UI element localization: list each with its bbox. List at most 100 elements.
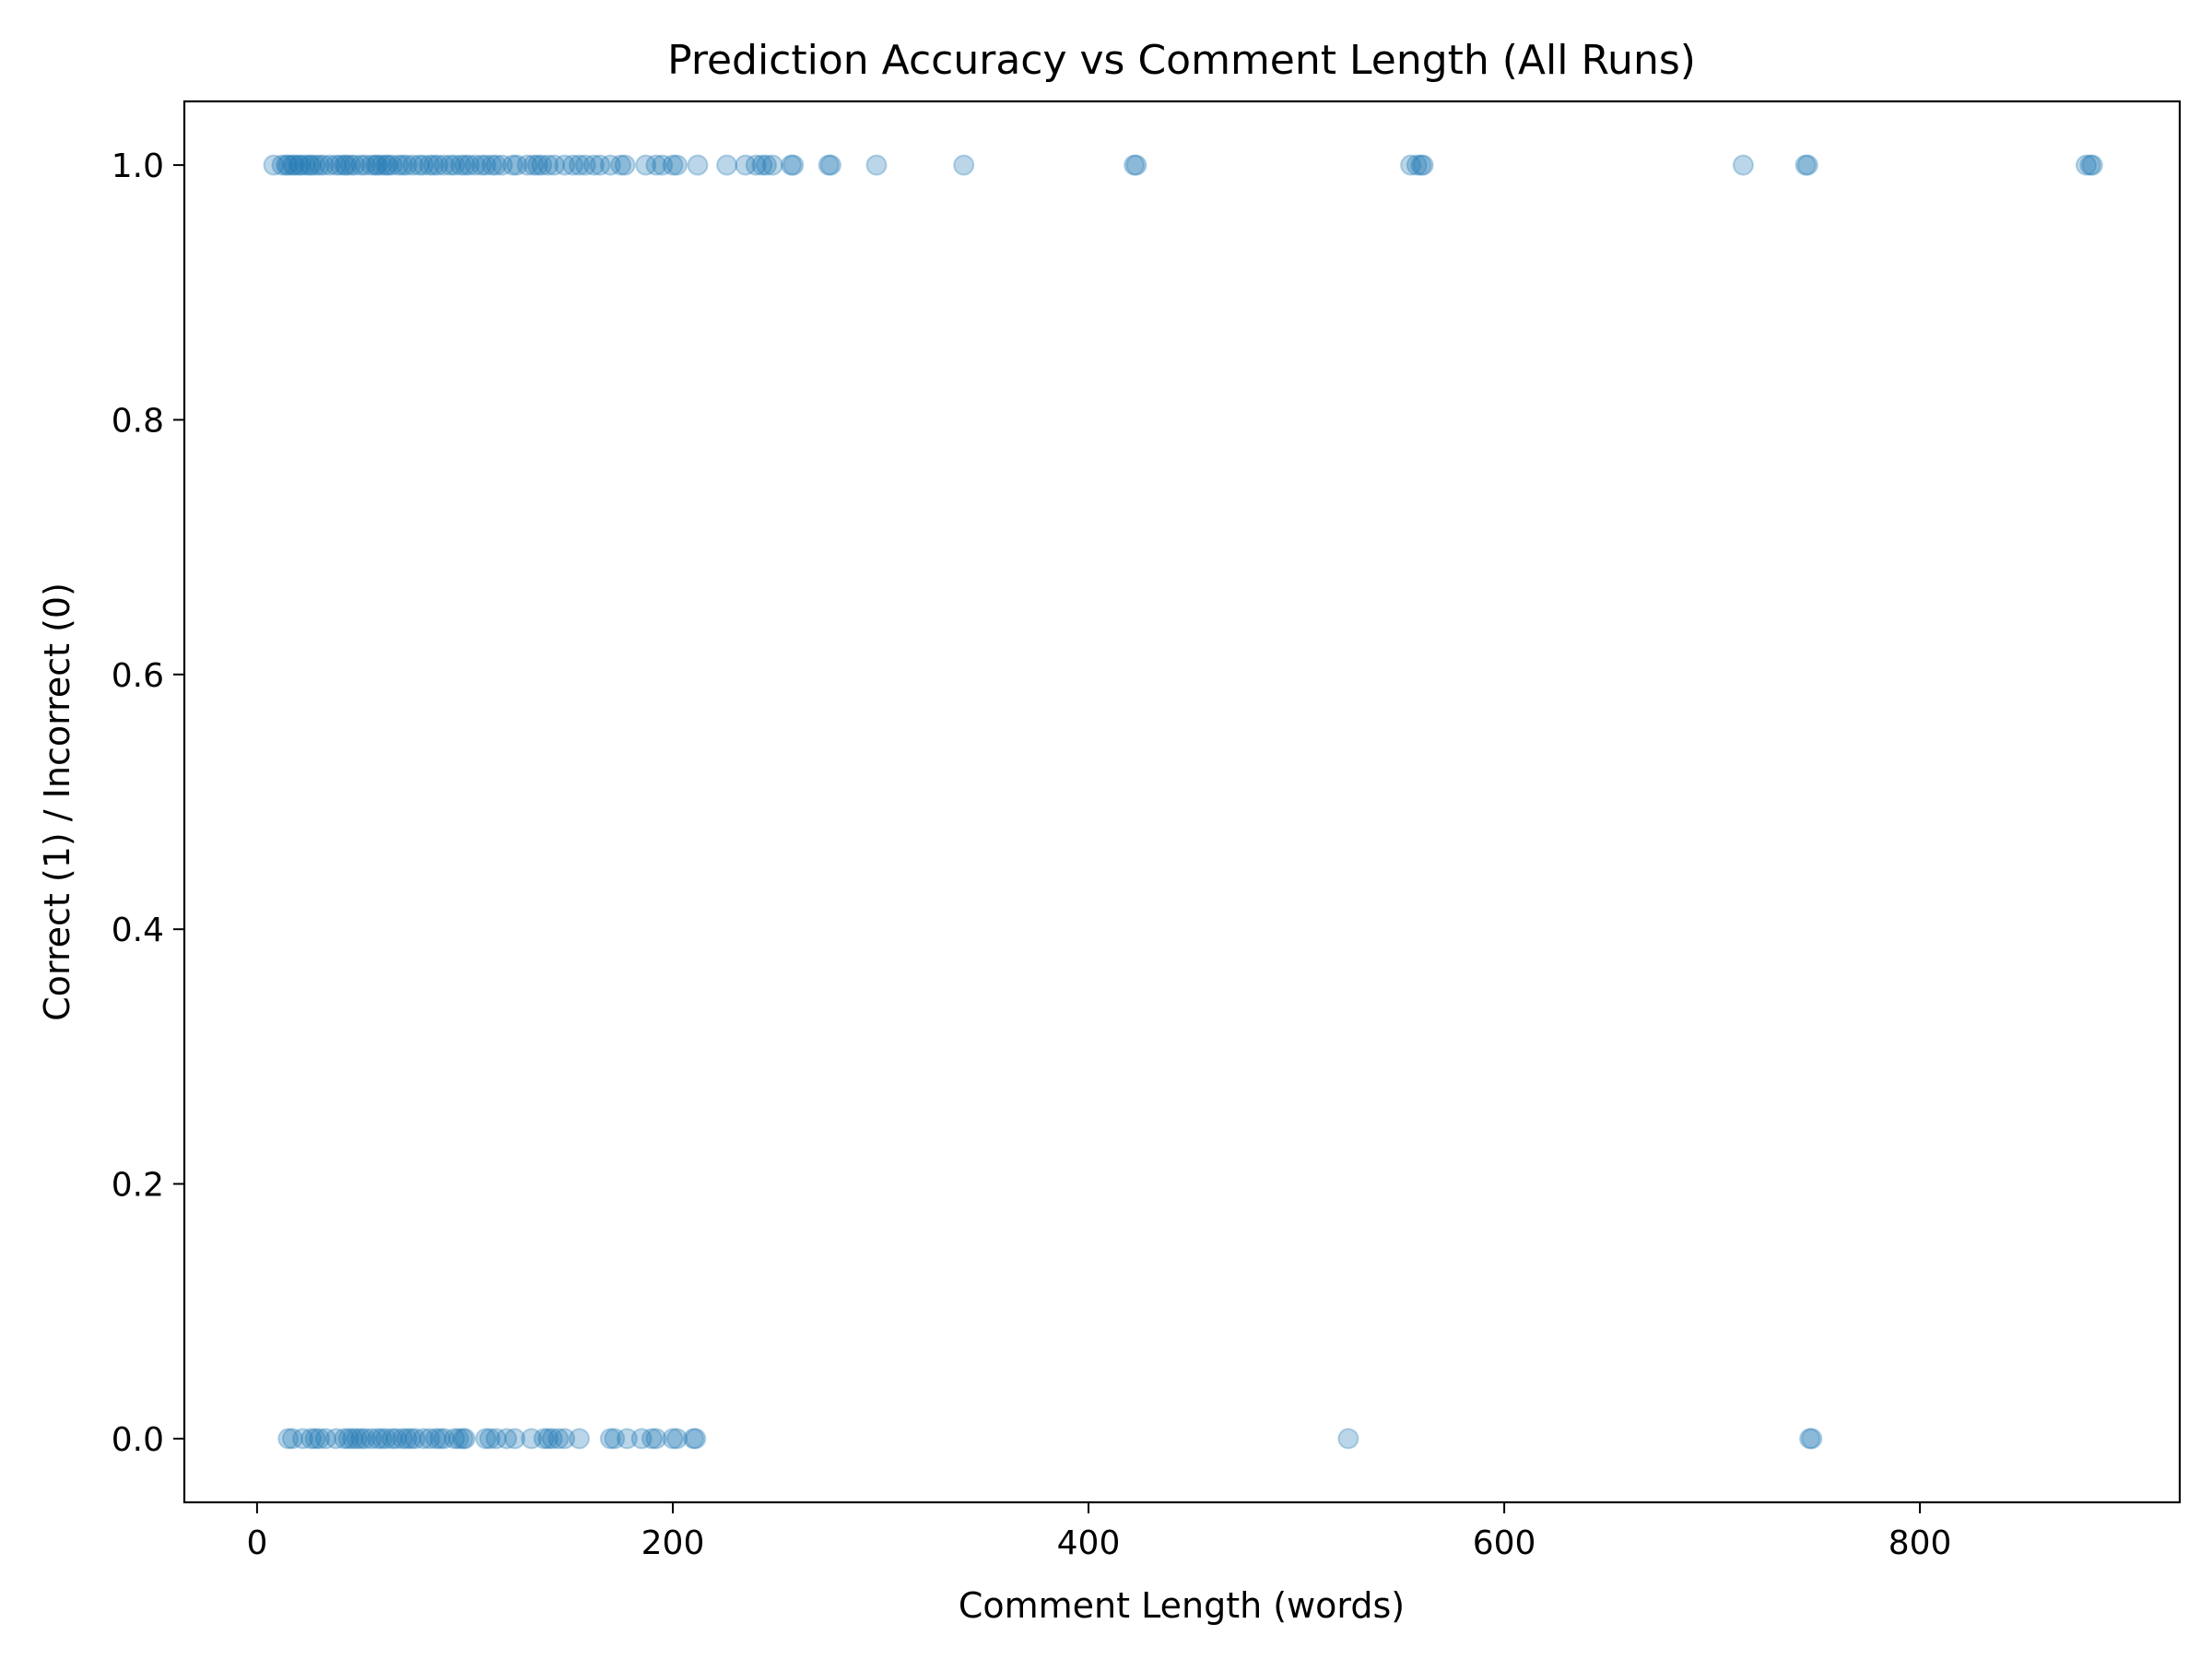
- data-point: [562, 154, 584, 176]
- data-point: [1732, 154, 1754, 176]
- data-point: [533, 1428, 555, 1450]
- data-point: [350, 154, 372, 176]
- data-point: [516, 154, 538, 176]
- data-point: [506, 154, 528, 176]
- data-point: [521, 1428, 543, 1450]
- data-point: [687, 154, 709, 176]
- data-point: [360, 154, 382, 176]
- data-point: [300, 1428, 323, 1450]
- data-points: [263, 154, 2103, 1450]
- data-point: [781, 154, 802, 176]
- data-point: [1337, 1428, 1359, 1450]
- data-point: [2081, 154, 2103, 176]
- data-point: [1801, 1428, 1823, 1450]
- data-point: [541, 1428, 563, 1450]
- data-point: [504, 1428, 526, 1450]
- data-point: [346, 1428, 368, 1450]
- data-point: [382, 154, 403, 176]
- data-point: [298, 154, 320, 176]
- data-point: [641, 1428, 663, 1450]
- data-point: [645, 154, 667, 176]
- data-point: [818, 154, 840, 176]
- data-point: [452, 1428, 474, 1450]
- y-axis-ticks: 0.0 0.2 0.4 0.6 0.8 1.0: [112, 147, 184, 1459]
- data-point: [481, 154, 503, 176]
- data-point: [683, 1428, 704, 1450]
- data-point: [547, 1428, 570, 1450]
- data-point: [662, 154, 684, 176]
- data-point: [543, 154, 565, 176]
- data-point: [448, 1428, 470, 1450]
- data-point: [367, 154, 389, 176]
- data-point: [554, 154, 576, 176]
- data-point: [574, 154, 596, 176]
- data-point: [334, 1428, 356, 1450]
- chart-title: Prediction Accuracy vs Comment Length (A…: [667, 37, 1696, 84]
- data-point: [412, 1428, 434, 1450]
- data-point: [471, 154, 492, 176]
- data-point: [569, 1428, 590, 1450]
- data-point: [277, 154, 300, 176]
- data-point: [2079, 154, 2101, 176]
- data-point: [599, 154, 621, 176]
- data-point: [465, 154, 487, 176]
- x-tick-label: 800: [1888, 1524, 1952, 1562]
- data-point: [485, 154, 507, 176]
- data-point: [2076, 154, 2097, 176]
- data-point: [309, 1428, 331, 1450]
- data-point: [475, 154, 497, 176]
- x-tick-label: 0: [246, 1524, 267, 1562]
- data-point: [375, 154, 397, 176]
- data-point: [425, 1428, 447, 1450]
- data-point: [304, 154, 326, 176]
- data-point: [526, 154, 548, 176]
- data-point: [277, 1428, 300, 1450]
- data-point: [342, 1428, 364, 1450]
- data-point: [427, 154, 449, 176]
- data-point: [312, 154, 335, 176]
- data-point: [616, 1428, 638, 1450]
- data-point: [531, 154, 553, 176]
- data-point: [271, 154, 293, 176]
- y-axis-label: Correct (1) / Incorrect (0): [37, 582, 77, 1021]
- data-point: [429, 1428, 451, 1450]
- data-point: [501, 154, 524, 176]
- data-point: [365, 154, 386, 176]
- data-point: [319, 154, 341, 176]
- data-point: [865, 154, 888, 176]
- data-point: [360, 1428, 382, 1450]
- data-point: [1410, 154, 1432, 176]
- data-point: [281, 1428, 303, 1450]
- y-tick-label: 0.4: [112, 912, 164, 949]
- y-tick-label: 1.0: [112, 147, 164, 185]
- data-point: [554, 1428, 576, 1450]
- y-tick-label: 0.8: [112, 403, 164, 441]
- data-point: [337, 1428, 359, 1450]
- data-point: [281, 154, 303, 176]
- data-point: [761, 154, 783, 176]
- data-point: [614, 154, 636, 176]
- data-point: [819, 154, 841, 176]
- data-point: [354, 1428, 376, 1450]
- data-point: [454, 154, 476, 176]
- data-point: [782, 154, 805, 176]
- data-point: [325, 1428, 347, 1450]
- data-point: [745, 154, 767, 176]
- data-point: [1406, 154, 1428, 176]
- data-point: [335, 154, 358, 176]
- x-axis-label: Comment Length (words): [959, 1585, 1405, 1626]
- data-point: [344, 154, 366, 176]
- data-point: [385, 1428, 407, 1450]
- data-point: [288, 154, 310, 176]
- data-point: [479, 1428, 500, 1450]
- data-point: [339, 154, 361, 176]
- data-point: [404, 1428, 426, 1450]
- data-point: [423, 154, 445, 176]
- data-point: [408, 154, 430, 176]
- data-point: [443, 154, 465, 176]
- data-point: [1400, 154, 1422, 176]
- data-point: [662, 1428, 684, 1450]
- data-point: [756, 154, 777, 176]
- data-point: [751, 154, 773, 176]
